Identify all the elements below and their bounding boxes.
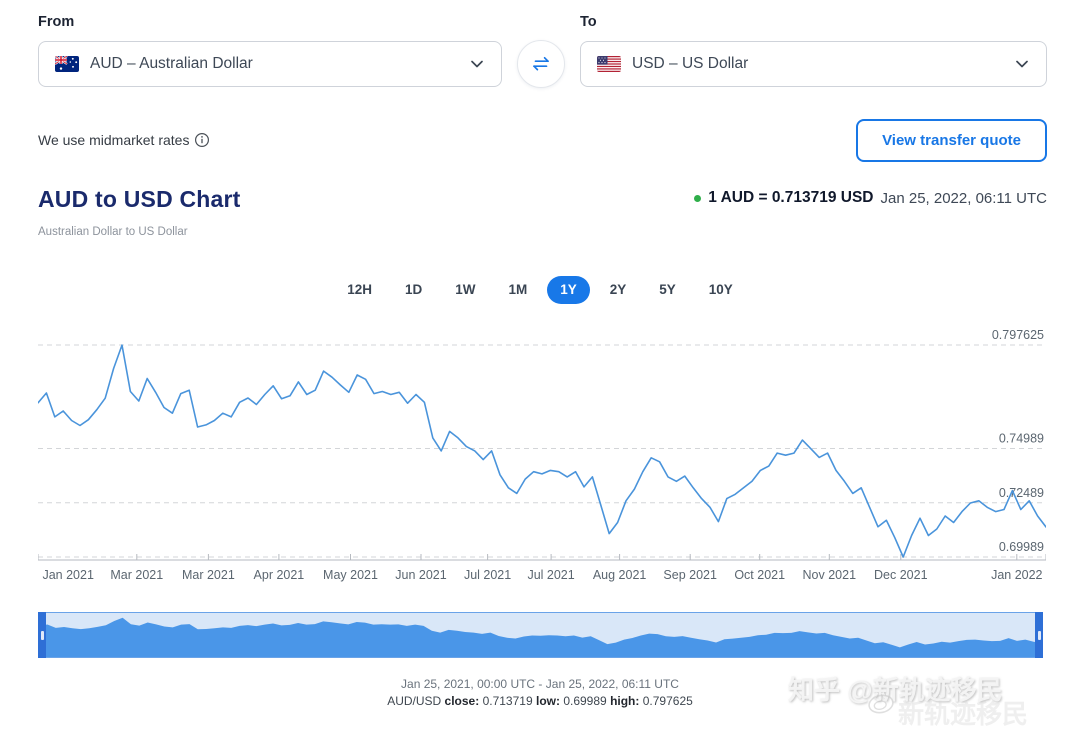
from-label: From <box>38 14 75 30</box>
pair-label: AUD/USD <box>387 694 442 708</box>
rate-chart[interactable]: 0.797625 0.74989 0.72489 0.69989 Jan 2021 Mar… <box>37 320 1047 584</box>
live-rate: 1 AUD = 0.713719 USD Jan 25, 2022, 06:11… <box>694 189 1047 207</box>
y-axis-label: 0.74989 <box>999 432 1044 446</box>
range-tab-2y[interactable]: 2Y <box>609 282 627 297</box>
low-value: 0.69989 <box>563 694 607 708</box>
x-axis-label: Jul 2021 <box>527 568 574 582</box>
range-tab-12h[interactable]: 12H <box>347 282 372 297</box>
live-rate-dot-icon <box>694 194 702 202</box>
chart-stats: AUD/USD close: 0.713719 low: 0.69989 hig… <box>0 693 1080 710</box>
x-axis-label: Apr 2021 <box>254 568 305 582</box>
range-tab-10y[interactable]: 10Y <box>708 282 733 297</box>
close-label: close: <box>444 694 480 708</box>
navigator-right-handle[interactable] <box>1035 612 1043 658</box>
x-axis-label: Sep 2021 <box>663 568 717 582</box>
x-axis-label: Nov 2021 <box>803 568 857 582</box>
to-currency-select[interactable]: USD – US Dollar <box>580 41 1047 87</box>
chart-footer: Jan 25, 2021, 00:00 UTC - Jan 25, 2022, … <box>0 676 1080 710</box>
range-tab-1d[interactable]: 1D <box>404 282 423 297</box>
rate-chart-area: 0.797625 0.74989 0.72489 0.69989 Jan 2021 Mar… <box>37 320 1047 584</box>
chevron-down-icon <box>469 56 485 72</box>
close-value: 0.713719 <box>482 694 533 708</box>
chart-navigator[interactable] <box>38 612 1043 658</box>
y-axis-label: 0.797625 <box>992 328 1044 342</box>
x-axis-label: May 2021 <box>323 568 378 582</box>
range-tab-1y[interactable]: 1Y <box>547 276 590 304</box>
range-tab-5y[interactable]: 5Y <box>659 282 676 297</box>
to-currency-value: USD – US Dollar <box>632 55 749 72</box>
swap-arrows-icon <box>529 52 553 76</box>
high-value: 0.797625 <box>642 694 693 708</box>
range-tabs: 12H 1D 1W 1M 1Y 2Y 5Y 10Y <box>0 276 1080 304</box>
x-axis-label: Oct 2021 <box>734 568 785 582</box>
navigator-area-series <box>39 617 1042 657</box>
x-axis-label: Dec 2021 <box>874 568 928 582</box>
midmarket-note: We use midmarket rates <box>38 132 210 148</box>
x-axis-label: Jul 2021 <box>464 568 511 582</box>
low-label: low: <box>535 694 560 708</box>
range-tab-1m[interactable]: 1M <box>508 282 528 297</box>
chart-period: Jan 25, 2021, 00:00 UTC - Jan 25, 2022, … <box>401 677 679 691</box>
y-axis-label: 0.72489 <box>999 486 1044 500</box>
navigator-left-handle[interactable] <box>38 612 46 658</box>
x-axis-label: Jun 2021 <box>395 568 446 582</box>
info-icon[interactable] <box>194 132 210 148</box>
navigator-area-chart <box>39 613 1042 657</box>
x-axis-label: Jan 2022 <box>991 568 1042 582</box>
actions-row: We use midmarket rates View transfer quo… <box>38 118 1047 162</box>
converter-row: From AUD – Aust <box>38 14 1047 88</box>
high-label: high: <box>610 694 640 708</box>
chart-header: AUD to USD Chart Australian Dollar to US… <box>38 186 1047 238</box>
from-currency-select[interactable]: AUD – Australian Dollar <box>38 41 502 87</box>
us-flag-icon <box>597 56 621 72</box>
y-axis-label: 0.69989 <box>999 540 1044 554</box>
live-rate-timestamp: Jan 25, 2022, 06:11 UTC <box>880 189 1048 207</box>
from-currency-value: AUD – Australian Dollar <box>90 55 253 72</box>
chevron-down-icon <box>1014 56 1030 72</box>
midmarket-note-text: We use midmarket rates <box>38 132 190 148</box>
swap-currencies-button[interactable] <box>517 40 565 88</box>
live-rate-value: 1 AUD = 0.713719 USD <box>708 189 874 206</box>
page-subtitle: Australian Dollar to US Dollar <box>38 226 188 238</box>
range-tab-1w[interactable]: 1W <box>455 282 476 297</box>
x-axis-label: Mar 2021 <box>182 568 235 582</box>
rate-line-series[interactable] <box>37 344 1047 558</box>
x-axis-label: Mar 2021 <box>110 568 163 582</box>
to-label: To <box>580 14 597 30</box>
page-title: AUD to USD Chart <box>38 186 241 212</box>
australia-flag-icon <box>55 56 79 72</box>
x-axis-label: Jan 2021 <box>42 568 93 582</box>
view-transfer-quote-button[interactable]: View transfer quote <box>856 118 1047 162</box>
x-axis-label: Aug 2021 <box>593 568 647 582</box>
